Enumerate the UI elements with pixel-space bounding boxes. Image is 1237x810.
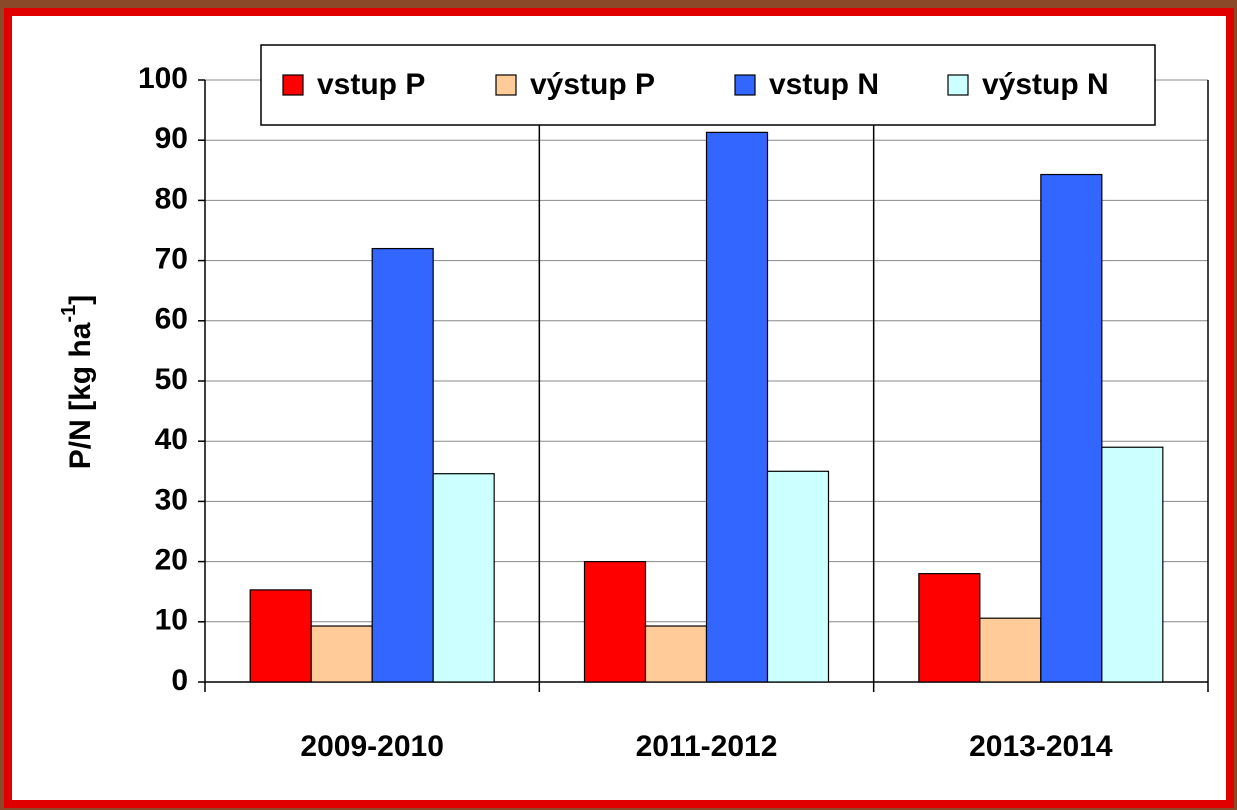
y-tick-label: 50 [155,363,188,396]
y-tick-label: 20 [155,544,188,577]
bar [432,473,495,683]
y-tick-label: 80 [155,182,188,215]
legend-swatch [734,74,756,96]
bar [371,247,434,683]
bar [766,470,830,683]
y-axis-label: P/N [kg ha-1] [58,295,97,470]
bar [1101,446,1164,683]
legend-label: výstup N [982,68,1109,101]
bar [1040,173,1103,683]
y-tick-label: 60 [155,303,188,336]
legend-swatch [947,74,969,96]
x-tick-label: 2013-2014 [969,730,1113,763]
legend-label: vstup P [317,68,425,101]
bar [249,589,312,683]
y-label-superscript: -1 [58,305,80,323]
bar [310,625,373,683]
legend-label: vstup N [769,68,879,101]
y-label-suffix: ] [64,295,97,305]
bar [918,573,981,683]
bar [705,131,769,683]
y-tick-label: 90 [155,122,188,155]
y-tick-label: 40 [155,423,188,456]
y-tick-label: 0 [171,664,188,697]
bar [583,560,647,683]
y-tick-label: 10 [155,604,188,637]
y-label-text: P/N [kg ha [64,322,97,469]
legend-swatch [495,74,517,96]
y-tick-label: 100 [138,62,188,95]
x-tick-label: 2011-2012 [636,730,778,763]
y-tick-label: 70 [155,243,188,276]
bar [979,617,1042,683]
x-tick-label: 2009-2010 [300,730,443,763]
legend-label: výstup P [530,68,655,101]
legend-swatch [282,74,304,96]
legend-box [260,44,1156,126]
bar [644,625,708,683]
y-tick-label: 30 [155,483,188,516]
